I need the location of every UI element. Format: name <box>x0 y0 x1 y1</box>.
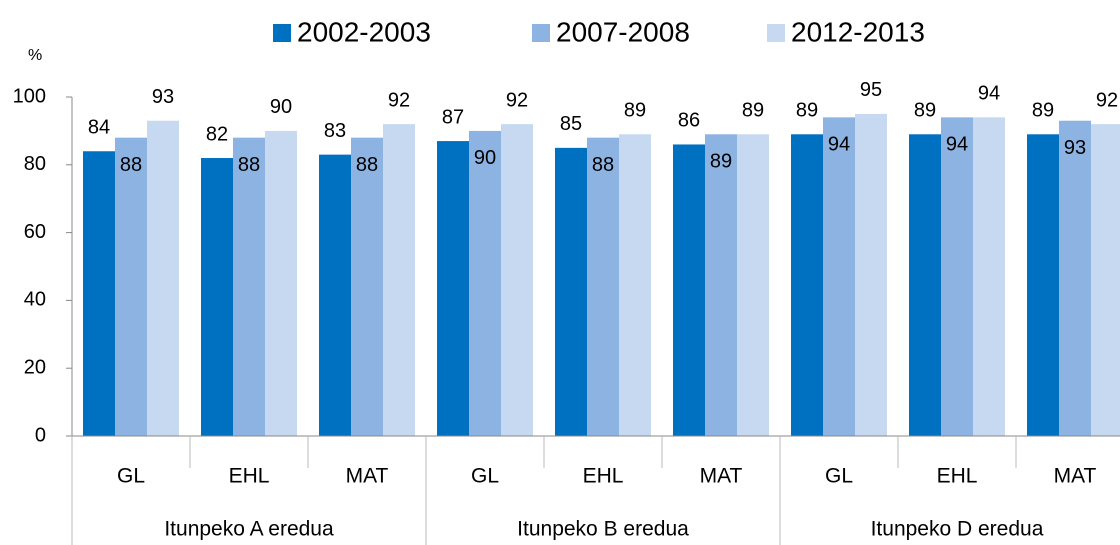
x-tick-label: EHL <box>229 465 270 488</box>
bar <box>469 130 501 436</box>
data-label: 89 <box>624 100 646 122</box>
group-label: Itunpeko B eredua <box>517 518 689 541</box>
legend-swatch <box>767 24 785 42</box>
x-tick-label: EHL <box>583 465 624 488</box>
bar <box>319 154 351 436</box>
data-label: 86 <box>678 110 700 132</box>
x-tick-label: GL <box>471 465 499 488</box>
data-label: 92 <box>388 89 410 111</box>
y-tick-label: 0 <box>35 424 46 446</box>
group-label: Itunpeko A eredua <box>164 518 334 541</box>
data-label: 90 <box>474 147 496 169</box>
data-label: 85 <box>560 113 582 135</box>
y-tick-label: 80 <box>24 153 46 175</box>
x-tick-label: GL <box>117 465 145 488</box>
data-label: 89 <box>796 100 818 122</box>
data-label: 87 <box>442 106 464 128</box>
bar <box>1059 120 1091 436</box>
data-label: 84 <box>88 117 110 139</box>
data-label: 89 <box>1032 100 1054 122</box>
data-label: 94 <box>978 83 1000 105</box>
data-label: 89 <box>914 100 936 122</box>
y-axis-label: % <box>28 47 42 64</box>
bar <box>437 141 469 436</box>
y-tick-label: 20 <box>24 356 46 378</box>
bar <box>737 134 769 437</box>
data-label: 92 <box>506 89 528 111</box>
bar <box>673 144 705 436</box>
legend-label: 2007-2008 <box>556 16 690 47</box>
data-label: 83 <box>324 120 346 142</box>
bar <box>383 124 415 437</box>
x-tick-label: MAT <box>700 465 743 488</box>
group-label: Itunpeko D eredua <box>871 518 1044 541</box>
data-label: 90 <box>270 96 292 118</box>
bar <box>1027 134 1059 437</box>
data-label: 88 <box>356 154 378 176</box>
data-label: 82 <box>206 123 228 145</box>
bar <box>587 137 619 436</box>
bar <box>233 137 265 436</box>
y-tick-label: 100 <box>13 85 46 107</box>
legend-swatch <box>273 24 291 42</box>
bar <box>941 117 973 436</box>
bar <box>501 124 533 437</box>
bar <box>555 147 587 436</box>
bar <box>855 113 887 436</box>
legend-swatch <box>532 24 550 42</box>
x-tick-label: MAT <box>1054 465 1097 488</box>
x-tick-label: GL <box>825 465 853 488</box>
data-label: 94 <box>946 134 968 156</box>
bar <box>201 158 233 436</box>
x-tick-label: MAT <box>346 465 389 488</box>
bar <box>115 137 147 436</box>
data-label: 95 <box>860 79 882 101</box>
data-label: 89 <box>742 100 764 122</box>
bar <box>351 137 383 436</box>
bar <box>909 134 941 437</box>
bar <box>1091 124 1120 437</box>
bar <box>147 120 179 436</box>
data-label: 94 <box>828 134 850 156</box>
legend-label: 2002-2003 <box>297 16 431 47</box>
legend-label: 2012-2013 <box>791 16 925 47</box>
bar <box>705 134 737 437</box>
data-label: 88 <box>592 154 614 176</box>
data-label: 89 <box>710 151 732 173</box>
data-label: 88 <box>120 154 142 176</box>
bar <box>973 117 1005 436</box>
bar <box>83 151 115 437</box>
data-label: 93 <box>1064 137 1086 159</box>
y-tick-label: 60 <box>24 221 46 243</box>
y-tick-label: 40 <box>24 289 46 311</box>
bar <box>619 134 651 437</box>
x-tick-label: EHL <box>937 465 978 488</box>
bar <box>265 130 297 436</box>
data-label: 88 <box>238 154 260 176</box>
data-label: 93 <box>152 86 174 108</box>
bar <box>791 134 823 437</box>
data-label: 92 <box>1096 89 1118 111</box>
bar <box>823 117 855 436</box>
